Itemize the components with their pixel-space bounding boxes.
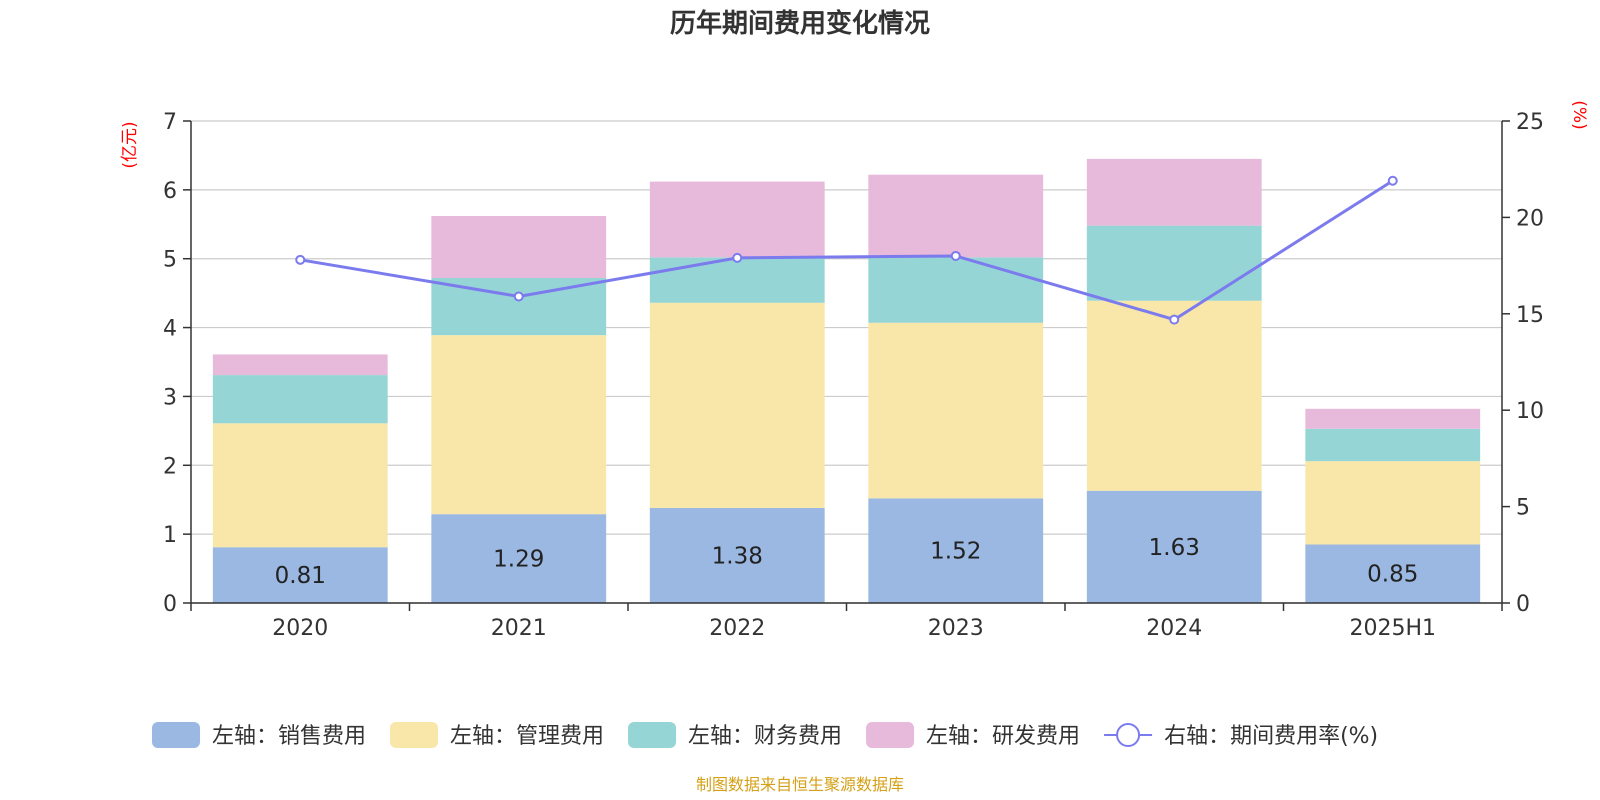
bar-segment [1305,428,1481,462]
right-tick-label: 0 [1516,592,1530,617]
bar-segment [1305,461,1481,545]
legend: 左轴：销售费用 左轴：管理费用 左轴：财务费用 左轴：研发费用 右轴：期间费用率(%) [152,722,1378,749]
bar-segment [1086,158,1262,226]
rate-line [300,179,1394,322]
bar-segment [212,423,388,548]
left-tick-label: 7 [163,110,177,135]
rate-point [513,291,524,302]
left-tick-label: 3 [163,385,177,410]
bar-segment [212,354,388,376]
rate-point [732,252,743,263]
bar-segment [431,335,607,515]
bar-segment [212,547,388,603]
x-tick-label: 2021 [491,616,547,641]
bar-segment [1305,408,1481,429]
right-tick-label: 15 [1516,303,1544,328]
bar-data-label: 1.29 [493,547,544,573]
bar-segment [868,257,1044,323]
bar-segment [1305,544,1481,603]
legend-swatch [152,722,200,748]
bar-data-label: 1.63 [1149,535,1200,561]
bar-segment [868,322,1044,499]
bar-data-label: 1.38 [712,543,763,569]
bar-segment [649,257,825,303]
grid-lines [191,120,1502,604]
x-tick-label: 2020 [272,616,328,641]
bar-segment [212,375,388,424]
legend-item: 右轴：期间费用率(%) [1104,723,1378,749]
bar-segment [868,174,1044,258]
axes-group: 0 1 2 3 4 5 6 7 0 5 10 15 20 25 2020 2021 2022 2023 2024 20… [163,110,1544,641]
rate-line-group [295,175,1398,325]
left-tick-label: 4 [163,317,177,342]
right-tick-label: 10 [1516,399,1544,424]
legend-swatch [866,722,915,748]
bar-segment [1086,300,1262,491]
left-tick-label: 2 [163,454,177,479]
left-tick-label: 0 [163,592,177,617]
bar-segment [649,302,825,508]
legend-label: 左轴：财务费用 [688,724,842,749]
legend-swatch [390,722,439,748]
legend-item: 左轴：财务费用 [628,722,842,749]
legend-label: 左轴：管理费用 [450,724,604,749]
bar-data-label: 1.52 [930,539,981,565]
bar-segment [649,181,825,258]
left-axis-unit: (亿元) [120,121,140,168]
left-tick-label: 6 [163,179,177,204]
bar-data-label: 0.81 [275,563,326,589]
bar-data-label: 0.85 [1367,562,1418,588]
source-note: 制图数据来自恒生聚源数据库 [696,775,904,794]
rate-point [950,250,961,261]
legend-label: 右轴：期间费用率(%) [1164,724,1378,749]
bar-segment [1086,225,1262,301]
legend-item: 左轴：管理费用 [390,722,604,749]
legend-label: 左轴：销售费用 [212,724,366,749]
rate-point [1169,314,1180,325]
left-tick-label: 5 [163,248,177,273]
bars-group [212,158,1481,603]
right-axis-unit: (%) [1569,100,1589,129]
legend-item: 左轴：研发费用 [866,722,1080,749]
bar-segment [431,514,607,603]
bar-segment [1086,490,1262,603]
bar-segment [431,216,607,278]
rate-point [1387,175,1398,186]
right-tick-label: 20 [1516,206,1544,231]
bar-segment [649,507,825,603]
legend-item: 左轴：销售费用 [152,722,366,749]
legend-swatch [628,722,677,748]
legend-marker [1116,723,1141,747]
left-tick-label: 1 [163,523,177,548]
chart-title: 历年期间费用变化情况 [670,8,930,39]
x-tick-label: 2022 [709,616,765,641]
x-tick-label: 2023 [928,616,984,641]
x-tick-label: 2024 [1146,616,1202,641]
right-tick-label: 25 [1516,110,1544,135]
right-tick-label: 5 [1516,496,1530,521]
rate-point [295,254,306,265]
legend-label: 左轴：研发费用 [926,724,1080,749]
bar-segment [868,498,1044,603]
x-tick-label: 2025H1 [1349,616,1436,641]
data-labels-group: 0.81 1.29 1.38 1.52 1.63 0.85 [275,535,1419,589]
